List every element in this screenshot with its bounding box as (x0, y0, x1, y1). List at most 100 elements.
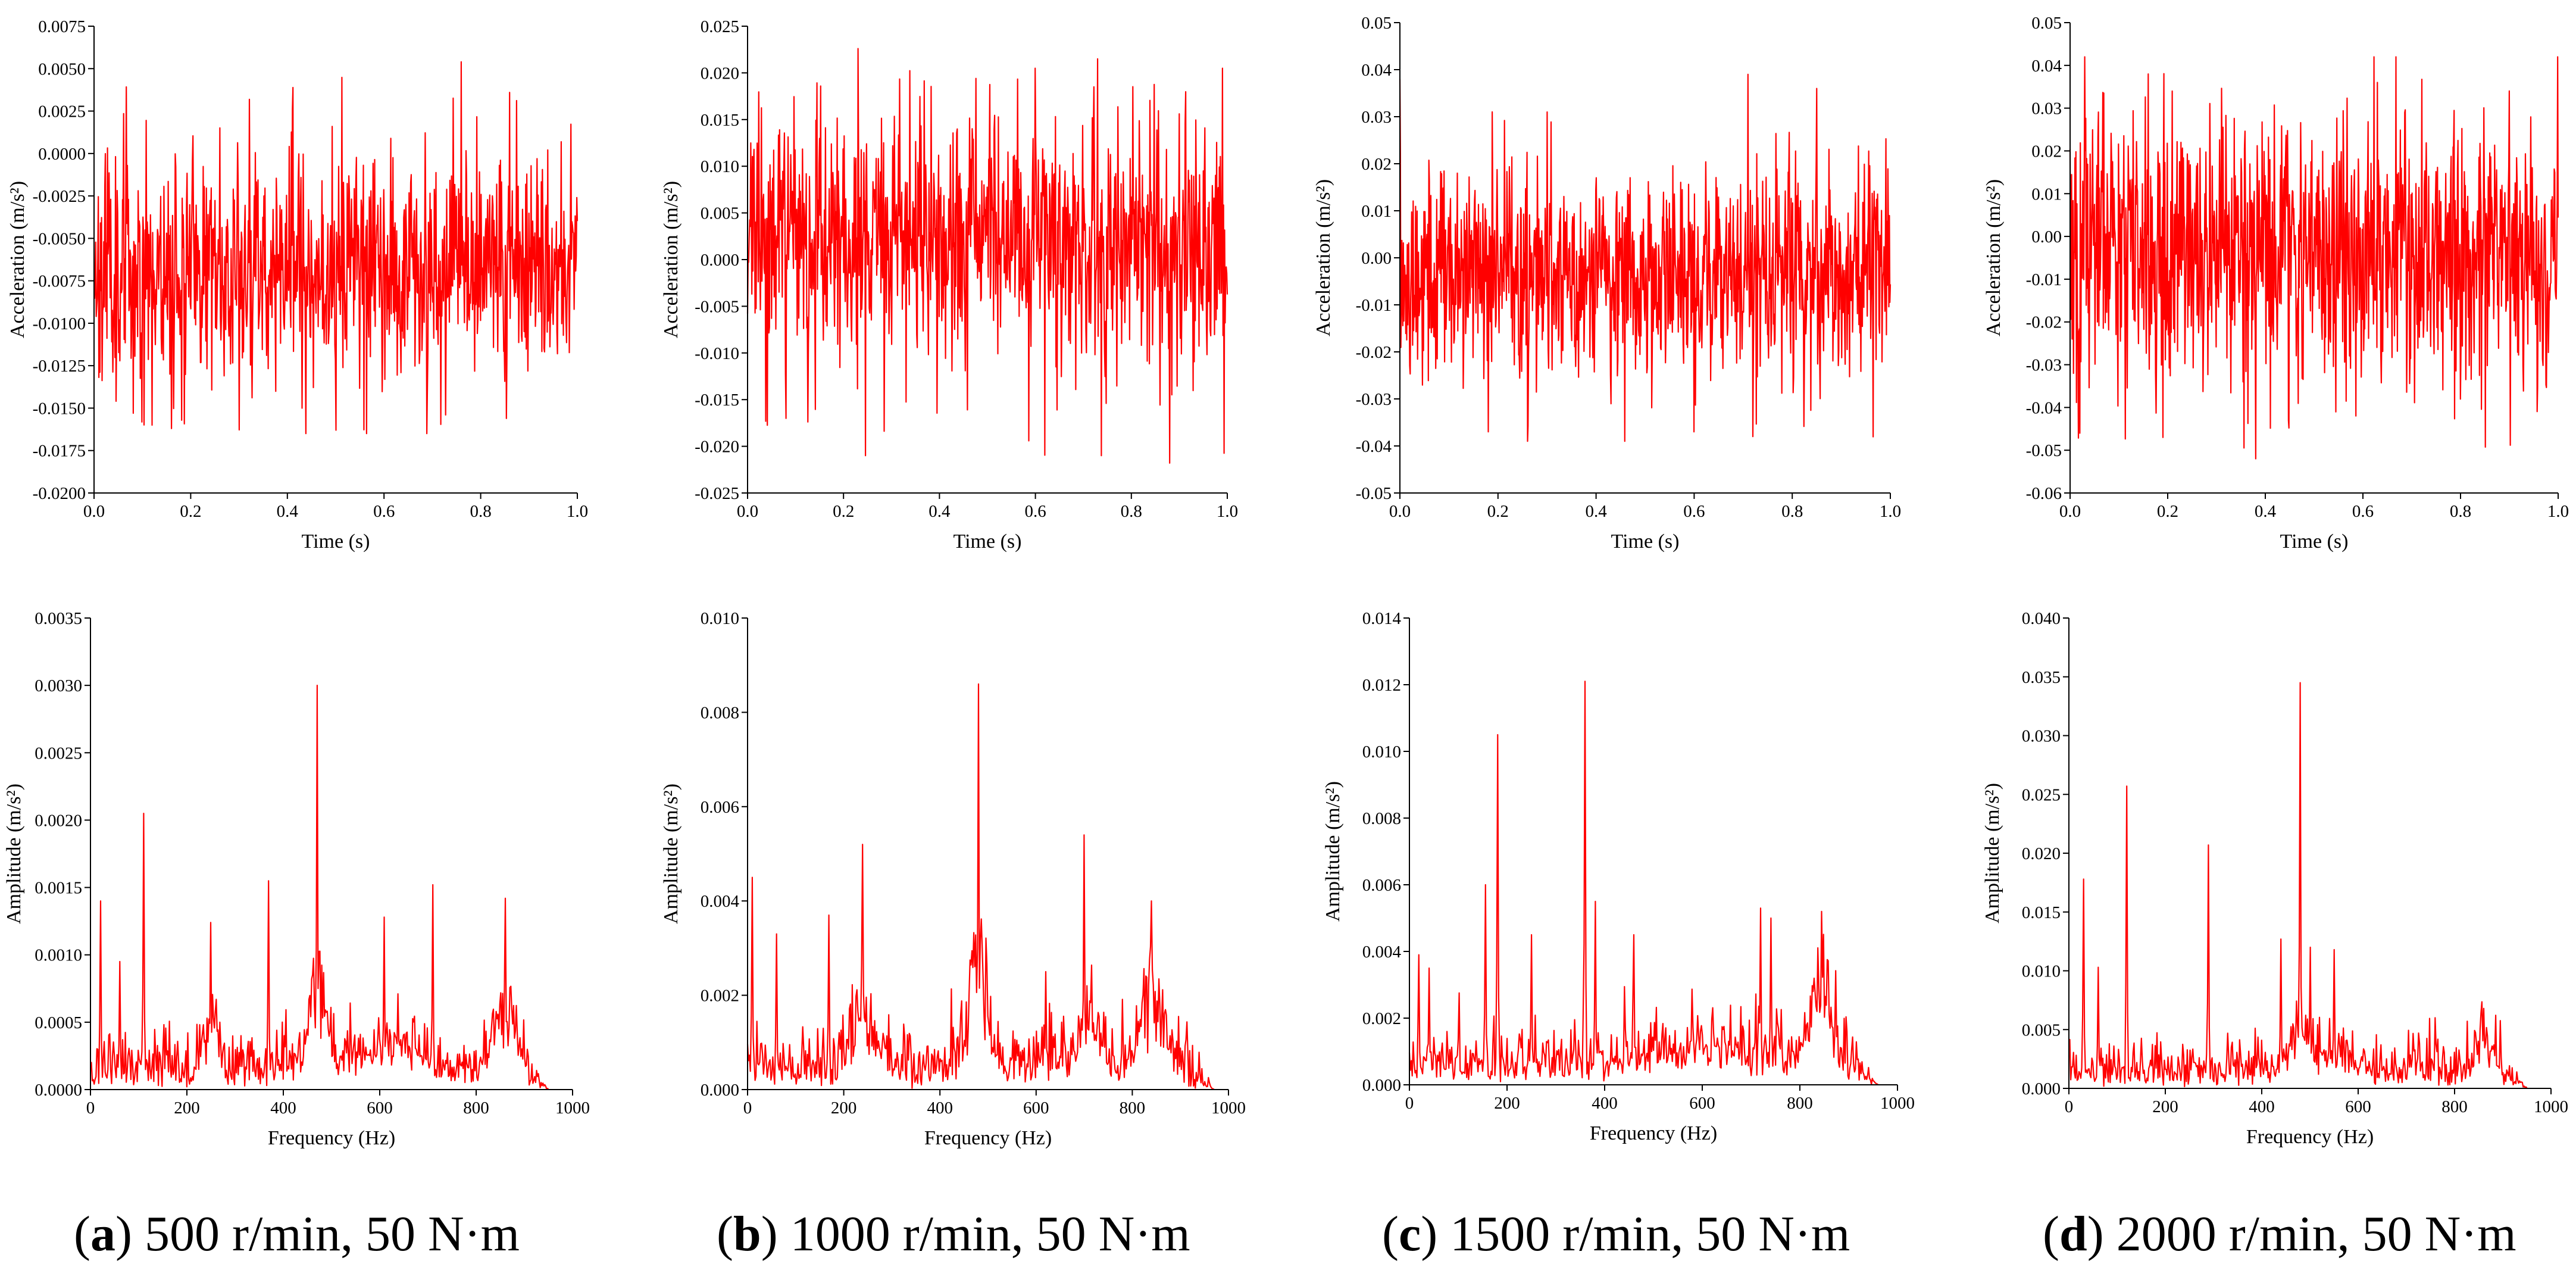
x-tick-label: 400 (1592, 1094, 1618, 1113)
x-tick-label: 400 (2249, 1097, 2275, 1116)
x-tick-label: 0.2 (2157, 502, 2178, 521)
chart-a-freq: 0.0000 0.0005 0.0010 0.0015 0.0020 0.0025 0.00… (3, 609, 590, 1149)
x-tick-label: 0.6 (373, 502, 395, 521)
series-line-a-time (93, 61, 579, 435)
caption-c: (c) 1500 r/min, 50 N·m (1382, 1206, 1850, 1262)
caption-b-text: 1000 r/min, 50 N·m (778, 1206, 1190, 1262)
y-tick-label: -0.025 (695, 484, 739, 503)
caption-a: (a) 500 r/min, 50 N·m (74, 1206, 520, 1262)
y-tick-label: 0.05 (2031, 14, 2062, 33)
chart-b-freq: 0.000 0.002 0.004 0.006 0.008 0.010 0 200 400 600… (660, 609, 1246, 1149)
y-tick-label: 0.004 (701, 892, 740, 911)
y-tick-label: 0.00 (1361, 249, 1392, 268)
series-line-c-freq (1408, 681, 1878, 1085)
y-tick-label: 0.04 (1361, 61, 1392, 80)
y-axis-label: Amplitude (m/s²) (660, 784, 682, 924)
x-tick-label: 0 (1405, 1094, 1414, 1113)
x-tick-label: 0.4 (929, 502, 951, 521)
caption-a-letter: a (90, 1206, 115, 1262)
chart-d-time: -0.06 -0.05 -0.04 -0.03 -0.02 -0.01 0.00 0.01 0.… (1983, 14, 2569, 553)
y-tick-label: 0.015 (701, 111, 739, 130)
x-tick-label: 1000 (555, 1099, 590, 1118)
y-tick-label: 0.0025 (35, 744, 82, 763)
y-tick-label: 0.0035 (35, 609, 82, 628)
y-tick-label: 0.010 (2022, 962, 2061, 981)
y-tick-label: -0.015 (695, 391, 739, 410)
x-axis-label: Time (s) (1611, 530, 1680, 553)
x-axis-label: Time (s) (2280, 530, 2349, 553)
y-tick-label: -0.0125 (33, 357, 86, 376)
y-tick-label: 0.000 (2022, 1079, 2061, 1099)
x-tick-label: 0.0 (83, 502, 105, 521)
x-tick-label: 0.6 (1024, 502, 1046, 521)
x-tick-label: 1000 (2534, 1097, 2568, 1116)
y-tick-label: 0.01 (2031, 185, 2062, 204)
y-tick-label: 0.0000 (35, 1081, 82, 1100)
series-line-d-freq (2068, 682, 2528, 1089)
y-tick-label: 0.010 (1362, 742, 1401, 762)
caption-a-text: 500 r/min, 50 N·m (132, 1206, 520, 1262)
x-axis-label: Time (s) (954, 530, 1022, 553)
x-tick-label: 0 (2065, 1097, 2074, 1116)
y-tick-label: 0.0005 (35, 1013, 82, 1032)
y-tick-label: 0.005 (2022, 1021, 2061, 1040)
y-tick-label: 0.02 (2031, 142, 2062, 161)
y-tick-label: 0.025 (2022, 785, 2061, 804)
y-tick-label: -0.04 (2026, 398, 2062, 417)
y-tick-label: 0.005 (701, 204, 739, 223)
x-axis-label: Frequency (Hz) (1590, 1122, 1717, 1144)
x-tick-label: 800 (1120, 1099, 1146, 1118)
y-tick-label: -0.04 (1356, 437, 1392, 456)
x-tick-label: 0.0 (2059, 502, 2081, 521)
y-tick-label: -0.03 (2026, 356, 2062, 375)
x-tick-label: 200 (1494, 1094, 1520, 1113)
series-line-b-time (746, 48, 1228, 464)
chart-b-time: -0.025 -0.020 -0.015 -0.010 -0.005 0.000 0.005… (660, 17, 1238, 553)
y-tick-label: 0.012 (1362, 676, 1401, 695)
y-tick-label: 0.05 (1361, 14, 1392, 33)
y-tick-label: 0.0075 (38, 17, 86, 36)
x-tick-label: 400 (927, 1099, 953, 1118)
y-tick-label: 0.010 (701, 157, 739, 176)
x-tick-label: 0.2 (180, 502, 201, 521)
y-tick-label: 0.006 (1362, 876, 1401, 895)
caption-d-text: 2000 r/min, 50 N·m (2104, 1206, 2516, 1262)
y-tick-label: 0.0050 (38, 60, 86, 79)
y-tick-label: 0.025 (701, 17, 739, 36)
y-tick-label: 0.014 (1362, 609, 1402, 628)
chart-panels: -0.0200-0.0175-0.0150-0.0125-0.0100-0.00… (3, 14, 2569, 1149)
y-tick-label: -0.05 (1356, 484, 1392, 503)
x-tick-label: 800 (2441, 1097, 2468, 1116)
x-axis-label: Frequency (Hz) (924, 1127, 1052, 1149)
x-tick-label: 0.8 (1121, 502, 1142, 521)
y-tick-label: 0.020 (2022, 844, 2061, 863)
series-line-c-time (1399, 73, 1892, 442)
y-tick-label: 0.008 (701, 703, 739, 722)
x-tick-label: 0.2 (833, 502, 854, 521)
x-tick-label: 600 (2345, 1097, 2371, 1116)
y-tick-label: 0.008 (1362, 809, 1401, 828)
x-tick-label: 800 (1787, 1094, 1813, 1113)
series-line-a-freq (89, 685, 549, 1090)
x-tick-label: 200 (2152, 1097, 2178, 1116)
y-tick-label: -0.01 (2026, 270, 2062, 289)
y-tick-label: -0.0100 (33, 314, 86, 333)
y-tick-label: -0.01 (1356, 296, 1392, 315)
caption-d-letter: d (2059, 1206, 2087, 1262)
y-tick-label: 0.002 (1362, 1009, 1401, 1028)
x-axis-label: Time (s) (302, 530, 370, 553)
y-axis-label: Amplitude (m/s²) (1322, 781, 1344, 922)
chart-c-time: -0.05 -0.04 -0.03 -0.02 -0.01 0.00 0.01 0.02 0.0… (1312, 14, 1901, 553)
caption-b: (b) 1000 r/min, 50 N·m (717, 1206, 1190, 1262)
y-tick-label: 0.0015 (35, 879, 82, 898)
y-tick-label: 0.04 (2031, 57, 2062, 76)
caption-c-letter: c (1399, 1206, 1421, 1262)
x-axis-label: Frequency (Hz) (2246, 1126, 2374, 1148)
y-tick-label: 0.0000 (38, 145, 86, 164)
y-tick-label: 0.00 (2031, 227, 2062, 246)
y-tick-label: -0.005 (695, 297, 739, 316)
y-tick-label: 0.006 (701, 798, 739, 817)
y-tick-label: -0.06 (2026, 484, 2062, 503)
y-axis-label: Amplitude (m/s²) (1981, 783, 2003, 923)
